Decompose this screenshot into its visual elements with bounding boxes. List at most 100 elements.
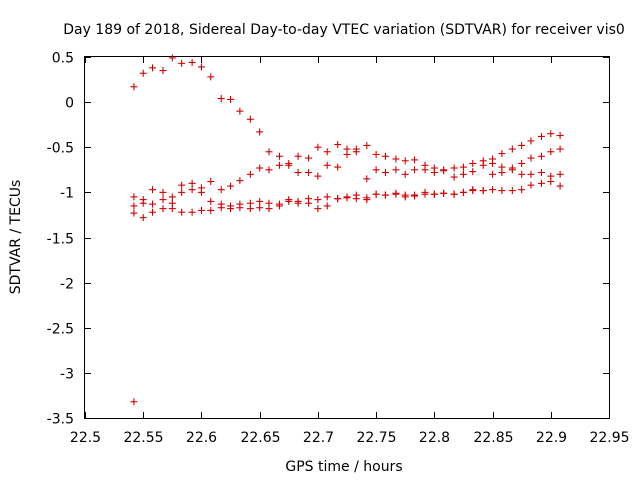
data-point (459, 188, 467, 196)
data-point (294, 152, 302, 160)
x-tick-label: 22.65 (240, 430, 280, 446)
data-point (139, 69, 147, 77)
data-point (498, 187, 506, 195)
plot-frame (84, 56, 610, 419)
data-point (363, 175, 371, 183)
data-point (217, 186, 225, 194)
data-point (343, 194, 351, 202)
data-point (508, 145, 516, 153)
data-point (227, 205, 235, 213)
data-point (305, 154, 313, 162)
data-point (479, 161, 487, 169)
data-point (459, 170, 467, 178)
data-point (265, 166, 273, 174)
data-point (227, 182, 235, 190)
data-point (381, 152, 389, 160)
data-point (421, 190, 429, 198)
y-tick-label: -2.5 (47, 322, 74, 338)
data-point (411, 166, 419, 174)
data-point (518, 141, 526, 149)
data-point (178, 181, 186, 189)
data-point (372, 166, 380, 174)
data-point (197, 188, 205, 196)
data-point (159, 67, 167, 75)
data-point (401, 193, 409, 201)
data-point (168, 205, 176, 213)
data-point (197, 206, 205, 214)
y-tick-label: 0 (65, 96, 74, 112)
data-point (556, 182, 564, 190)
data-point (343, 150, 351, 158)
data-point (256, 128, 264, 136)
x-tick-label: 22.9 (536, 430, 567, 446)
data-point (459, 163, 467, 171)
data-point (547, 172, 555, 180)
data-point (149, 208, 157, 216)
data-point (392, 190, 400, 198)
data-point (537, 132, 545, 140)
data-point (547, 130, 555, 138)
data-point (130, 398, 138, 406)
data-points (130, 54, 564, 406)
x-tick-label: 22.95 (589, 430, 629, 446)
data-point (207, 197, 215, 205)
data-point (372, 150, 380, 158)
data-point (236, 107, 244, 115)
data-point (556, 170, 564, 178)
x-tick-label: 22.5 (70, 430, 101, 446)
data-point (285, 197, 293, 205)
data-point (556, 145, 564, 153)
data-point (217, 95, 225, 103)
x-tick-labels: 22.5 22.55 22.6 22.65 22.7 22.75 22.8 22.85 22.9… (70, 430, 630, 446)
data-point (401, 157, 409, 165)
series-4 (130, 398, 138, 406)
data-point (352, 195, 360, 203)
y-tick-labels: 0.5 0 -0.5 -1 -1.5 -2 -2.5 -3 -3.5 (47, 51, 74, 428)
data-point (450, 173, 458, 181)
data-point (527, 154, 535, 162)
data-point (334, 141, 342, 149)
data-point (381, 191, 389, 199)
data-point (207, 73, 215, 81)
data-point (469, 187, 477, 195)
x-tick-label: 22.7 (303, 430, 334, 446)
data-point (508, 166, 516, 174)
data-point (421, 166, 429, 174)
data-point (178, 188, 186, 196)
data-point (314, 172, 322, 180)
data-point (159, 188, 167, 196)
data-point (149, 200, 157, 208)
data-point (168, 54, 176, 62)
data-point (246, 115, 254, 123)
data-point (363, 196, 371, 204)
data-point (556, 132, 564, 140)
y-axis-label: SDTVAR / TECUs (8, 180, 24, 295)
data-point (527, 170, 535, 178)
data-point (489, 170, 497, 178)
data-point (130, 202, 138, 210)
data-point (256, 204, 264, 212)
data-point (527, 137, 535, 145)
data-point (537, 179, 545, 187)
data-point (256, 164, 264, 172)
data-point (130, 193, 138, 201)
data-point (139, 214, 147, 222)
data-point (265, 205, 273, 213)
data-point (323, 161, 331, 169)
data-point (430, 190, 438, 198)
data-point (168, 193, 176, 201)
y-tick-label: -3 (60, 367, 74, 383)
data-point (469, 159, 477, 167)
data-point (294, 199, 302, 207)
data-point (246, 205, 254, 213)
data-point (178, 59, 186, 67)
data-point (285, 159, 293, 167)
series-1 (130, 145, 564, 204)
data-point (275, 202, 283, 210)
data-point (518, 159, 526, 167)
data-point (352, 145, 360, 153)
data-point (256, 197, 264, 205)
data-point (294, 169, 302, 177)
data-point (314, 196, 322, 204)
data-point (188, 58, 196, 66)
